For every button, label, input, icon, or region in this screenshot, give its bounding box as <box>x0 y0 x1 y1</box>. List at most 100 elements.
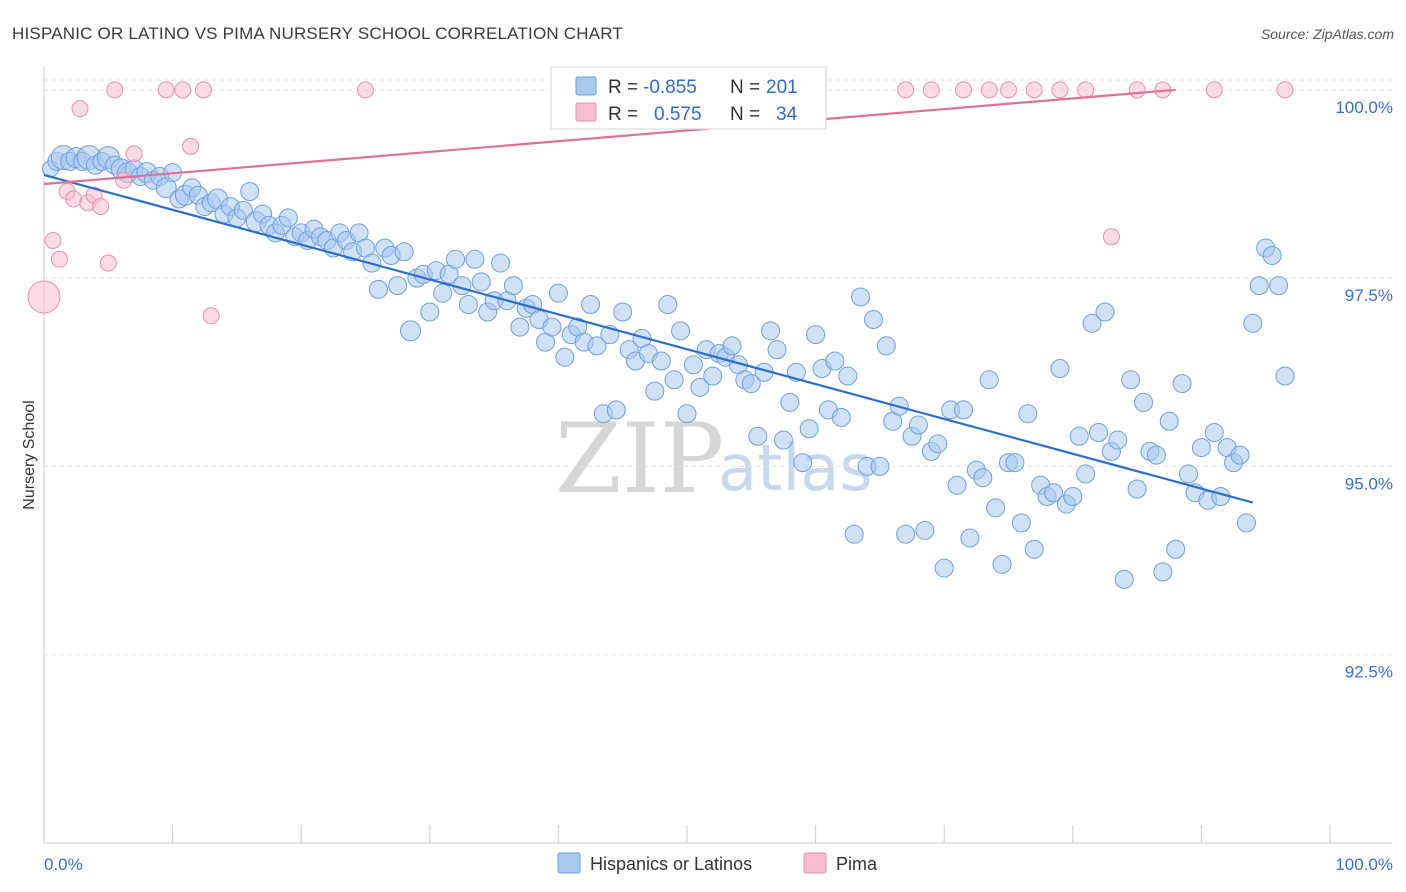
blue-point-186 <box>1236 513 1256 533</box>
blue-point-115 <box>780 392 800 412</box>
blue-point-63 <box>446 249 466 269</box>
blue-point-130 <box>876 336 896 356</box>
blue-point-173 <box>1153 562 1173 582</box>
pink-point-12 <box>125 145 143 163</box>
series-legend-swatch-blue <box>557 852 581 874</box>
y-tick-labels: 92.5% 95.0% 97.5% 100.0% <box>1335 98 1393 682</box>
blue-point-119 <box>806 325 826 345</box>
watermark-atlas: atlas <box>718 432 873 506</box>
blue-point-101 <box>690 377 710 397</box>
pink-point-34 <box>1276 81 1294 99</box>
pink-point-28 <box>1051 81 1069 99</box>
pink-point-2 <box>50 250 68 268</box>
legend-swatch-pink <box>575 102 597 122</box>
y-tick-label-1: 95.0% <box>1345 474 1393 493</box>
blue-point-89 <box>613 302 633 322</box>
blue-point-151 <box>1011 513 1031 533</box>
blue-point-150 <box>1005 453 1025 473</box>
legend-r-label-blue: R = <box>608 77 638 98</box>
blue-point-190 <box>1262 246 1282 266</box>
pink-point-25 <box>980 81 998 99</box>
correlation-legend: R = -0.855 N = 201 R = 0.575 N = 34 <box>550 66 827 130</box>
blue-point-161 <box>1076 464 1096 484</box>
blue-point-163 <box>1089 423 1109 443</box>
blue-point-159 <box>1063 487 1083 507</box>
blue-point-188 <box>1249 276 1269 296</box>
blue-point-152 <box>1018 404 1038 424</box>
series-legend-label-pink: Pima <box>836 854 878 874</box>
blue-point-110 <box>748 426 768 446</box>
blue-point-135 <box>908 415 928 435</box>
blue-point-95 <box>651 351 671 371</box>
pink-point-5 <box>71 100 89 118</box>
blue-point-169 <box>1127 479 1147 499</box>
pink-point-8 <box>92 198 110 216</box>
series-legend-swatch-pink <box>803 852 827 874</box>
blue-point-98 <box>671 321 691 341</box>
blue-point-72 <box>503 276 523 296</box>
blue-point-103 <box>703 366 723 386</box>
pink-point-11 <box>115 171 133 189</box>
blue-point-168 <box>1121 370 1141 390</box>
legend-r-value-pink: 0.575 <box>654 104 702 125</box>
chart-title: HISPANIC OR LATINO VS PIMA NURSERY SCHOO… <box>12 24 623 43</box>
blue-point-70 <box>491 253 511 273</box>
blue-point-125 <box>844 524 864 544</box>
blue-point-78 <box>542 317 562 337</box>
blue-point-129 <box>870 456 890 476</box>
blue-point-94 <box>645 381 665 401</box>
blue-point-128 <box>863 310 883 330</box>
blue-point-65 <box>458 294 478 314</box>
blue-point-139 <box>934 558 954 578</box>
blue-point-136 <box>915 520 935 540</box>
blue-point-148 <box>992 554 1012 574</box>
axes <box>43 67 1392 844</box>
blue-point-146 <box>979 370 999 390</box>
watermark-zip: ZIP <box>555 403 724 515</box>
blue-point-192 <box>1275 366 1295 386</box>
pink-point-26 <box>1000 81 1017 99</box>
pink-point-27 <box>1025 81 1043 99</box>
blue-point-100 <box>683 355 703 375</box>
blue-point-138 <box>928 434 948 454</box>
blue-point-172 <box>1146 445 1166 465</box>
legend-n-value-blue: 201 <box>766 77 798 98</box>
blue-point-97 <box>664 370 684 390</box>
pink-point-33 <box>1205 81 1223 99</box>
blue-point-133 <box>896 524 916 544</box>
blue-point-106 <box>722 336 742 356</box>
legend-r-label-pink: R = <box>608 104 638 125</box>
blue-point-185 <box>1230 445 1250 465</box>
blue-point-80 <box>555 347 575 367</box>
series-hispanics-or-latinos <box>41 145 1295 589</box>
blue-point-166 <box>1108 430 1128 450</box>
blue-trendline <box>43 173 1254 504</box>
blue-point-174 <box>1159 411 1179 431</box>
blue-point-117 <box>793 453 813 473</box>
blue-point-84 <box>581 294 601 314</box>
blue-point-126 <box>851 287 871 307</box>
trendlines <box>43 88 1254 504</box>
blue-point-118 <box>799 419 819 439</box>
series-legend: Hispanics or Latinos Pima <box>557 852 878 874</box>
blue-point-191 <box>1269 276 1289 296</box>
blue-point-123 <box>831 407 851 427</box>
blue-point-109 <box>741 374 761 394</box>
legend-swatch-blue <box>575 76 597 96</box>
blue-point-54 <box>388 276 408 296</box>
blue-point-177 <box>1179 464 1199 484</box>
blue-point-37 <box>278 208 298 228</box>
blue-point-51 <box>368 279 388 299</box>
blue-point-99 <box>677 404 697 424</box>
blue-point-141 <box>947 475 967 495</box>
blue-point-156 <box>1044 483 1064 503</box>
pink-point-14 <box>174 81 192 99</box>
y-axis-label: Nursery School <box>21 400 38 509</box>
pink-point-29 <box>1077 81 1095 99</box>
legend-box <box>550 66 827 130</box>
watermark: ZIP atlas <box>555 403 873 515</box>
blue-point-143 <box>960 528 980 548</box>
legend-n-label-pink: N = <box>730 104 760 125</box>
pink-point-1 <box>44 231 62 249</box>
